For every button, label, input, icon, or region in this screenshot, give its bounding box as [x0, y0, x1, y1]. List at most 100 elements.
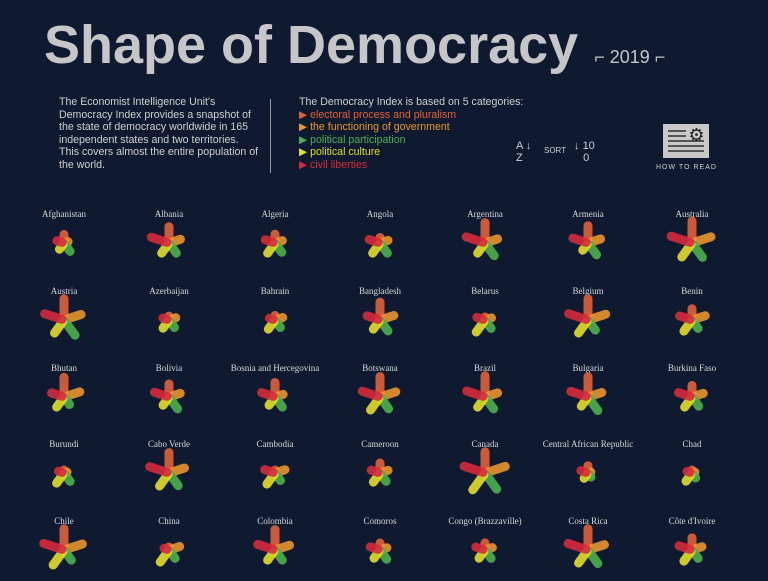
- country-label: Algeria: [261, 209, 289, 219]
- country-flower[interactable]: [471, 312, 496, 337]
- country-flower[interactable]: [357, 372, 401, 415]
- country-flower[interactable]: [47, 372, 85, 412]
- country-label: Belgium: [572, 286, 604, 296]
- country-flower[interactable]: [564, 294, 611, 338]
- how-to-read-label: HOW TO READ: [656, 164, 717, 171]
- petal-culture: [468, 470, 489, 495]
- country-label: Burundi: [49, 439, 79, 449]
- country-flower[interactable]: [675, 304, 710, 336]
- year-label: ⌐ 2019 ⌐: [594, 47, 666, 67]
- country-label: Bhutan: [51, 363, 77, 373]
- country-label: Bosnia and Hercegovina: [230, 363, 320, 373]
- country-flower[interactable]: [461, 218, 503, 261]
- petal-culture: [48, 547, 68, 570]
- country-flower[interactable]: [145, 448, 190, 491]
- country-flower[interactable]: [253, 525, 294, 565]
- country-flower[interactable]: [674, 533, 707, 566]
- country-flower[interactable]: [568, 221, 606, 260]
- country-flower[interactable]: [364, 232, 393, 258]
- petal-liberties: [253, 539, 278, 554]
- triangle-icon: ▶: [299, 158, 311, 171]
- petal-liberties: [47, 388, 67, 401]
- country-label: Azerbaijan: [149, 286, 189, 296]
- country-label: Afghanistan: [42, 209, 86, 219]
- country-flower[interactable]: [257, 377, 288, 412]
- country-label: Chad: [682, 439, 702, 449]
- country-label: Bulgaria: [572, 363, 604, 373]
- petal-liberties: [462, 386, 488, 401]
- country-flower[interactable]: [39, 524, 87, 570]
- petal-liberties: [566, 386, 591, 401]
- petal-liberties: [149, 387, 172, 401]
- country-label: Central African Republic: [542, 439, 634, 449]
- country-flower[interactable]: [462, 371, 503, 414]
- country-flower[interactable]: [666, 216, 716, 262]
- categories-heading: The Democracy Index is based on 5 catego…: [299, 96, 524, 108]
- country-flower[interactable]: [158, 311, 181, 333]
- country-flower[interactable]: [471, 538, 497, 563]
- country-flower[interactable]: [52, 465, 75, 488]
- country-label: Bahrain: [260, 286, 290, 296]
- petal-liberties: [682, 466, 695, 477]
- category-item: ▶ political participation: [299, 133, 406, 146]
- petal-functioning: [689, 232, 716, 247]
- how-to-read-button[interactable]: ⚙ HOW TO READ: [656, 124, 717, 171]
- petal-participation: [481, 470, 502, 494]
- petal-liberties: [264, 313, 278, 324]
- country-flower[interactable]: [459, 447, 510, 495]
- petal-liberties: [257, 388, 278, 401]
- petal-liberties: [145, 462, 172, 477]
- petal-liberties: [158, 313, 172, 324]
- petal-liberties: [52, 236, 67, 247]
- country-label: Armenia: [572, 209, 604, 219]
- sort-score-button[interactable]: ↓ 10 0: [574, 140, 595, 164]
- country-flower[interactable]: [576, 461, 596, 483]
- petal-liberties: [563, 539, 591, 554]
- country-label: Benin: [681, 286, 703, 296]
- petal-liberties: [568, 233, 591, 247]
- country-flower[interactable]: [674, 380, 708, 412]
- sort-alphabetical-button[interactable]: A ↓ Z: [516, 140, 532, 164]
- petal-liberties: [365, 542, 383, 554]
- triangle-icon: ▶: [299, 146, 311, 159]
- country-flower[interactable]: [563, 524, 609, 569]
- petal-liberties: [576, 466, 591, 477]
- country-flower[interactable]: [52, 229, 75, 256]
- country-label: Cameroon: [361, 439, 399, 449]
- country-label: Comoros: [363, 516, 397, 526]
- country-label: Botswana: [362, 363, 398, 373]
- country-label: Argentina: [467, 209, 503, 219]
- country-flower[interactable]: [566, 372, 607, 416]
- petal-liberties: [461, 232, 488, 247]
- sort-label: SORT: [544, 146, 567, 155]
- petal-functioning: [482, 461, 510, 477]
- petal-liberties: [674, 388, 695, 401]
- country-flower[interactable]: [146, 222, 185, 258]
- title-row: Shape of Democracy ⌐ 2019 ⌐: [44, 10, 665, 80]
- page-title: Shape of Democracy: [44, 15, 579, 75]
- country-flower[interactable]: [260, 229, 287, 258]
- country-flower[interactable]: [263, 310, 288, 334]
- country-label: Chile: [54, 516, 74, 526]
- country-label: Bangladesh: [359, 286, 401, 296]
- petal-liberties: [362, 311, 383, 324]
- country-flower[interactable]: [149, 379, 185, 414]
- country-flower[interactable]: [260, 465, 290, 489]
- country-flower[interactable]: [366, 458, 393, 487]
- country-label: Angola: [366, 209, 394, 219]
- country-flower[interactable]: [681, 465, 701, 486]
- country-flower[interactable]: [155, 542, 185, 567]
- country-label: Cambodia: [256, 439, 294, 449]
- petal-liberties: [357, 386, 383, 401]
- petal-liberties: [675, 311, 695, 324]
- country-label: Austria: [50, 286, 78, 296]
- country-flower[interactable]: [362, 297, 399, 336]
- country-label: Costa Rica: [568, 516, 608, 526]
- country-flower[interactable]: [365, 538, 392, 564]
- petal-liberties: [472, 312, 488, 324]
- petal-liberties: [260, 465, 278, 477]
- category-item: ▶ the functioning of government: [299, 121, 450, 134]
- petal-liberties: [40, 309, 67, 324]
- country-flower[interactable]: [40, 294, 86, 340]
